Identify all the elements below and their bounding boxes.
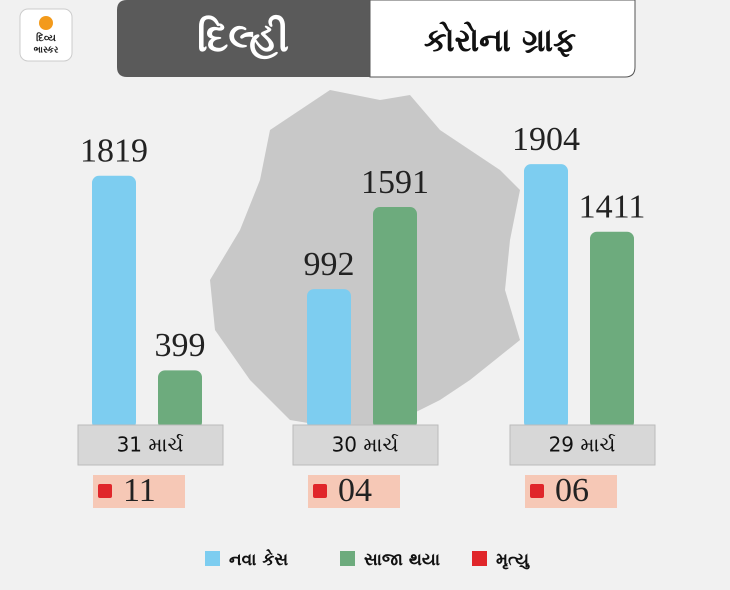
- value-label: 1904: [512, 121, 580, 158]
- legend-label: મૃત્યુ: [496, 550, 530, 570]
- logo-dot: [39, 16, 53, 30]
- category-box: [77, 424, 224, 466]
- value-label: 1819: [80, 133, 148, 170]
- logo-text: ભાસ્કર: [34, 45, 59, 56]
- x-tick-label: 30 માર્ચ: [332, 433, 399, 457]
- x-tick-label: 29 માર્ચ: [549, 433, 616, 457]
- death-label: 04: [338, 472, 372, 509]
- logo-box: [19, 8, 73, 62]
- death-label: 06: [555, 472, 589, 509]
- legend-swatch: [205, 551, 220, 566]
- bar: [307, 289, 351, 429]
- bar: [373, 207, 417, 429]
- title-box: [117, 0, 370, 77]
- value-label: 399: [155, 327, 206, 364]
- chart-title: દિલ્હી: [197, 15, 289, 61]
- death-label: 11: [123, 472, 156, 509]
- bar: [158, 370, 202, 429]
- chart-subtitle: કોરોના ગ્રાફ: [424, 21, 576, 59]
- x-tick-label: 31 માર્ચ: [117, 433, 184, 457]
- death-icon: [98, 484, 112, 498]
- subtitle-box: [369, 0, 636, 78]
- bar: [524, 164, 568, 430]
- logo-text: દિવ્ય: [36, 31, 57, 44]
- legend-label: સાજા થયા: [364, 550, 440, 570]
- death-icon: [313, 484, 327, 498]
- value-label: 1591: [361, 164, 429, 201]
- category-box: [292, 424, 439, 466]
- legend-swatch: [340, 551, 355, 566]
- bar: [92, 175, 136, 429]
- map-shape: [210, 90, 520, 430]
- value-label: 1411: [579, 188, 646, 225]
- legend-swatch: [472, 551, 487, 566]
- death-icon: [530, 484, 544, 498]
- category-box: [509, 424, 656, 466]
- value-label: 992: [304, 246, 355, 283]
- bar: [590, 231, 634, 429]
- legend-label: નવા કેસ: [229, 548, 288, 570]
